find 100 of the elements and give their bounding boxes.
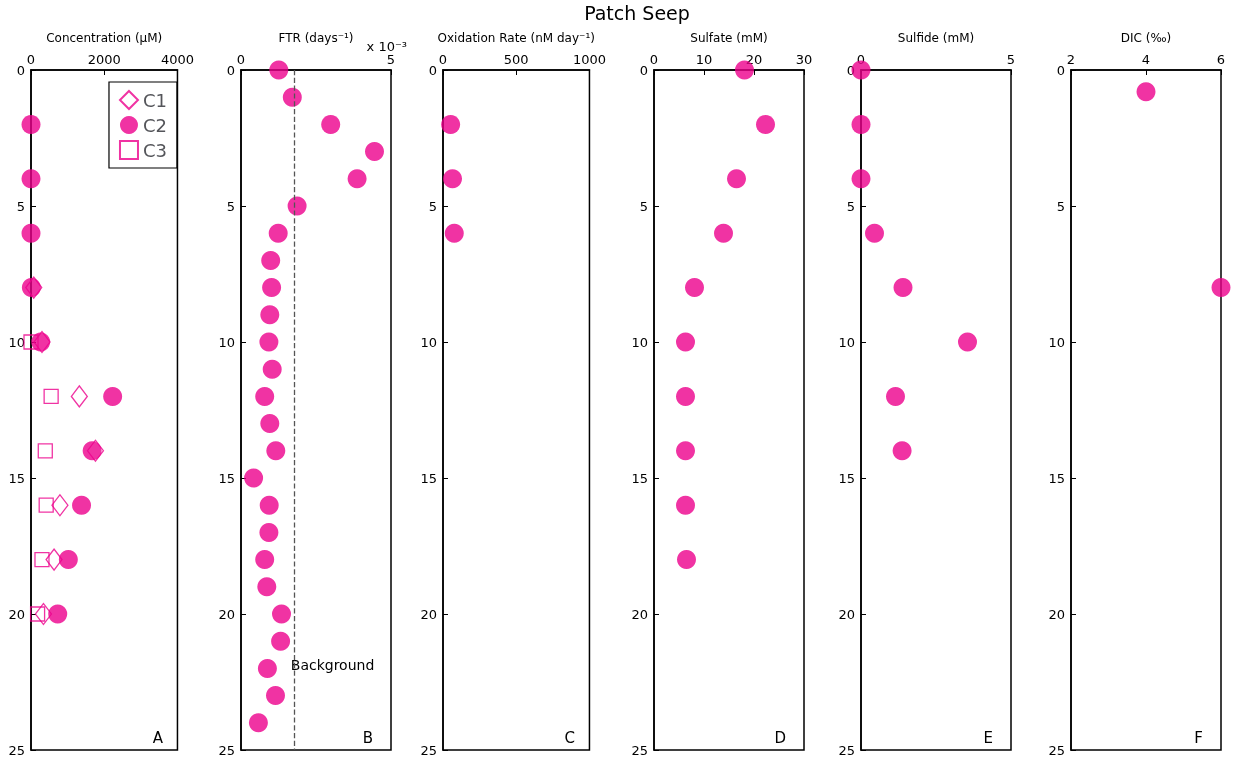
y-tick-label: 20	[1048, 606, 1065, 622]
text: x 10⁻³	[366, 39, 408, 54]
legend-label: C3	[142, 139, 168, 161]
x-tick-label: 1000	[572, 52, 606, 67]
point	[266, 441, 286, 461]
point	[21, 114, 41, 134]
point	[51, 494, 69, 517]
y-tick-label: 15	[420, 470, 437, 486]
point	[259, 495, 279, 515]
chart-title: Patch Seep	[583, 2, 691, 24]
x-tick-label: 2000	[87, 52, 121, 67]
point	[892, 441, 912, 461]
point	[266, 686, 285, 706]
point	[37, 443, 53, 459]
point	[257, 577, 277, 597]
x-axis-title: Concentration (µM)	[46, 31, 163, 45]
x-tick-label: 5	[1006, 52, 1016, 67]
point	[21, 223, 41, 243]
point	[287, 196, 307, 216]
x-tick-label: 2	[1066, 52, 1076, 67]
point	[677, 550, 696, 570]
y-tick-label: 10	[1048, 334, 1065, 350]
point	[714, 223, 733, 243]
y-tick-label: 5	[639, 198, 648, 214]
point	[255, 550, 275, 570]
point	[103, 386, 123, 406]
y-tick-label: 15	[1048, 470, 1065, 486]
y-tick-label: 0	[1056, 62, 1065, 78]
y-tick-label: 20	[420, 606, 437, 622]
point	[260, 414, 280, 434]
y-tick-label: 15	[8, 470, 25, 486]
point	[259, 332, 279, 352]
annotation: D	[774, 728, 787, 747]
point	[43, 388, 59, 405]
y-tick-label: 10	[420, 334, 437, 350]
x-tick-label: 20	[745, 52, 763, 67]
point	[756, 114, 775, 134]
y-tick-label: 10	[218, 334, 235, 350]
point	[269, 60, 289, 80]
point	[262, 359, 282, 379]
x-tick-label: 4000	[160, 52, 194, 67]
y-tick-label: 25	[8, 742, 25, 758]
point	[23, 334, 39, 350]
point	[45, 548, 63, 571]
y-tick-label: 0	[428, 62, 437, 78]
y-tick-label: 5	[1056, 198, 1065, 214]
x-tick-label: 0	[438, 52, 448, 67]
y-tick-label: 5	[428, 198, 437, 214]
y-tick-label: 5	[846, 198, 855, 214]
x-axis-title: Sulfate (mM)	[690, 31, 768, 45]
x-tick-label: 4	[1141, 52, 1151, 67]
x-axis-title: DIC (‰)	[1120, 31, 1172, 45]
y-tick-label: 15	[218, 470, 235, 486]
point	[685, 278, 704, 298]
point	[259, 522, 279, 542]
annotation: F	[1194, 728, 1204, 747]
y-tick-label: 15	[838, 470, 855, 486]
y-tick-label: 20	[838, 606, 855, 622]
annotation: E	[983, 728, 994, 747]
y-tick-label: 10	[8, 334, 25, 350]
point	[851, 169, 871, 189]
x-tick-label: 6	[1216, 52, 1226, 67]
point	[676, 441, 695, 461]
point	[72, 495, 92, 515]
x-tick-label: 30	[795, 52, 813, 67]
y-tick-label: 5	[226, 198, 235, 214]
point	[260, 305, 280, 325]
point	[676, 495, 695, 515]
point	[676, 386, 695, 406]
y-tick-label: 25	[838, 742, 855, 758]
y-tick-label: 10	[631, 334, 648, 350]
legend-label: C1	[142, 89, 168, 111]
y-tick-label: 0	[226, 62, 235, 78]
x-axis-title: Oxidation Rate (nM day⁻¹)	[437, 31, 595, 45]
x-tick-label: 5	[386, 52, 396, 67]
x-tick-label: 0	[236, 52, 246, 67]
annotation: C	[564, 728, 576, 747]
point	[282, 87, 302, 107]
annotation: B	[362, 728, 374, 747]
y-tick-label: 0	[639, 62, 648, 78]
point	[893, 278, 913, 298]
point	[21, 169, 41, 189]
x-axis-title: FTR (days⁻¹)	[278, 31, 354, 45]
point	[727, 169, 746, 189]
y-tick-label: 25	[1048, 742, 1065, 758]
y-tick-label: 20	[218, 606, 235, 622]
y-tick-label: 5	[16, 198, 25, 214]
legend-label: C2	[142, 114, 168, 136]
x-tick-label: 500	[503, 52, 529, 67]
point	[34, 551, 50, 568]
point	[347, 169, 367, 189]
point	[244, 468, 264, 488]
point	[886, 386, 905, 406]
point	[865, 223, 884, 243]
x-tick-label: 0	[649, 52, 659, 67]
point	[70, 385, 88, 408]
point	[38, 497, 54, 513]
y-tick-label: 25	[631, 742, 648, 758]
point	[255, 386, 275, 406]
point	[321, 114, 341, 134]
